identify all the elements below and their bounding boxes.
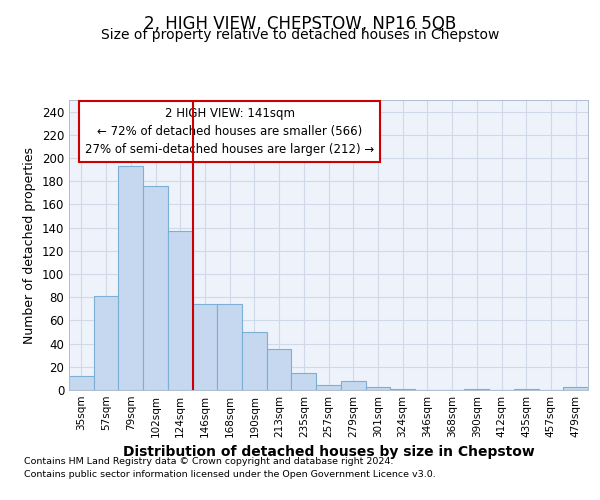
Bar	[242, 332, 267, 390]
Bar	[341, 380, 365, 390]
Text: Contains public sector information licensed under the Open Government Licence v3: Contains public sector information licen…	[24, 470, 436, 479]
Bar	[292, 372, 316, 390]
Bar	[514, 389, 539, 390]
Bar	[464, 389, 489, 390]
Bar	[118, 166, 143, 390]
Bar	[365, 386, 390, 390]
Text: Contains HM Land Registry data © Crown copyright and database right 2024.: Contains HM Land Registry data © Crown c…	[24, 458, 394, 466]
Bar	[69, 376, 94, 390]
Bar	[168, 231, 193, 390]
Bar	[563, 386, 588, 390]
Text: Size of property relative to detached houses in Chepstow: Size of property relative to detached ho…	[101, 28, 499, 42]
Bar	[217, 304, 242, 390]
Bar	[267, 350, 292, 390]
X-axis label: Distribution of detached houses by size in Chepstow: Distribution of detached houses by size …	[122, 446, 535, 460]
Bar	[94, 296, 118, 390]
Text: 2, HIGH VIEW, CHEPSTOW, NP16 5QB: 2, HIGH VIEW, CHEPSTOW, NP16 5QB	[144, 15, 456, 33]
Bar	[193, 304, 217, 390]
Text: 2 HIGH VIEW: 141sqm
← 72% of detached houses are smaller (566)
27% of semi-detac: 2 HIGH VIEW: 141sqm ← 72% of detached ho…	[85, 108, 374, 156]
Bar	[390, 389, 415, 390]
Bar	[143, 186, 168, 390]
Y-axis label: Number of detached properties: Number of detached properties	[23, 146, 36, 344]
Bar	[316, 386, 341, 390]
